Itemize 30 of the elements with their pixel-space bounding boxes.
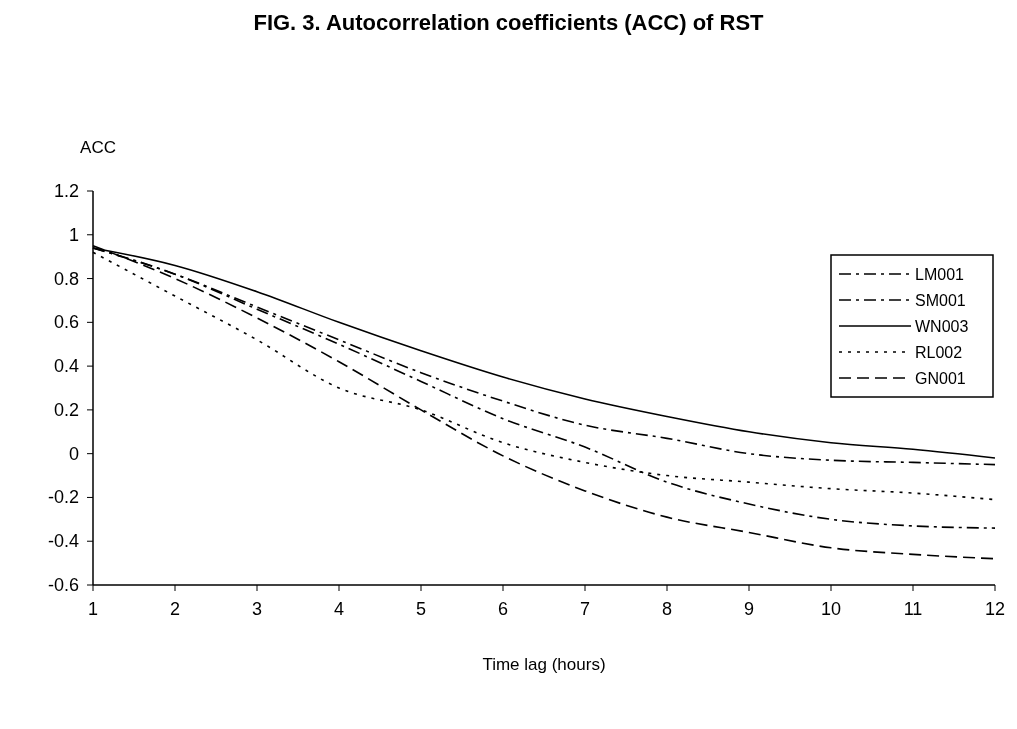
x-tick-label: 10 — [820, 599, 842, 619]
legend-label: LM001 — [915, 266, 965, 283]
legend-label: WN003 — [915, 318, 969, 335]
y-tick-label: 1 — [68, 224, 79, 245]
x-tick-label: 7 — [579, 599, 591, 619]
legend-label: GN001 — [915, 370, 966, 387]
legend-label: RL002 — [915, 344, 963, 361]
x-tick-label: 5 — [415, 599, 427, 619]
x-tick-label: 12 — [984, 599, 1006, 619]
x-tick-label: 11 — [903, 599, 923, 619]
y-tick-label: 0.6 — [53, 312, 79, 333]
y-tick-label: -0.2 — [47, 487, 79, 508]
y-tick-label: -0.6 — [47, 575, 79, 595]
legend-label: SM001 — [915, 292, 966, 309]
x-tick-label: 4 — [333, 599, 345, 619]
x-tick-label: 9 — [743, 599, 755, 619]
x-axis-title: Time lag (hours) — [482, 655, 606, 674]
x-tick-label: 1 — [87, 599, 99, 619]
x-tick-label: 8 — [661, 599, 673, 619]
x-tick-label: 3 — [251, 599, 263, 619]
y-tick-label: 0.8 — [53, 268, 79, 289]
x-tick-label: 6 — [497, 599, 509, 619]
y-tick-label: -0.4 — [47, 531, 79, 552]
y-axis-title: ACC — [80, 138, 116, 157]
y-tick-label: 0.2 — [53, 399, 79, 420]
chart-title: FIG. 3. Autocorrelation coefficients (ACC) of RST — [253, 10, 765, 35]
x-tick-label: 2 — [169, 599, 181, 619]
y-tick-label: 0 — [68, 443, 79, 464]
y-tick-label: 0.4 — [53, 356, 79, 377]
y-tick-label: 1.2 — [53, 181, 79, 201]
